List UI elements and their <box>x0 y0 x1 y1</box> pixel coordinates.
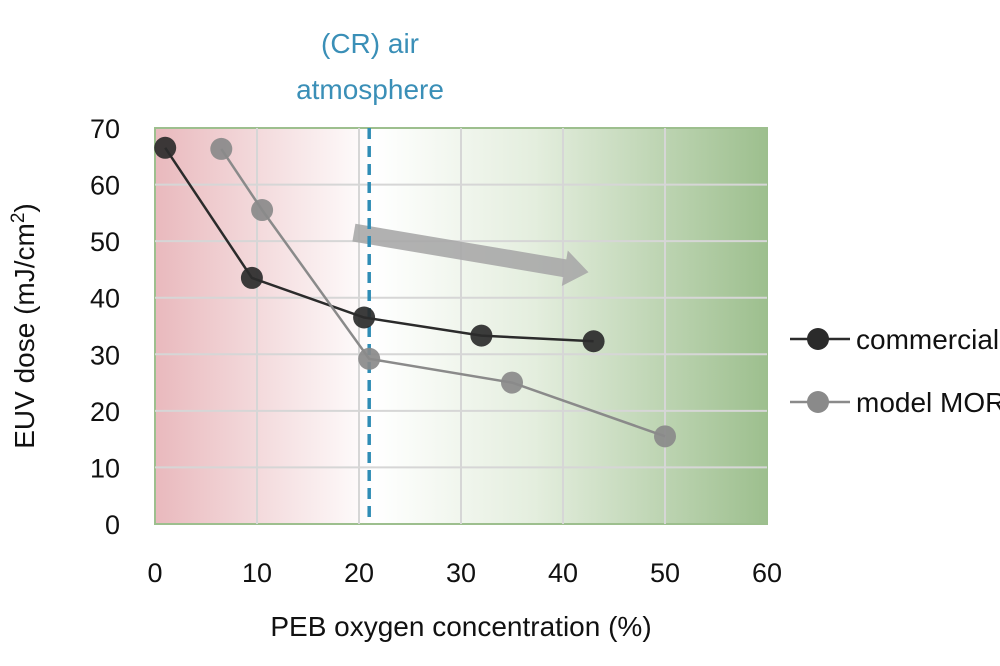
data-point <box>240 266 263 289</box>
y-tick-label: 50 <box>90 227 120 257</box>
y-tick-label: 40 <box>90 284 120 314</box>
x-tick-label: 30 <box>446 558 476 588</box>
trend-arrow-group <box>352 223 589 286</box>
legend: commercial model MOR <box>790 324 1000 418</box>
y-tick-label: 20 <box>90 397 120 427</box>
data-point <box>353 306 376 329</box>
series-2 <box>210 137 676 448</box>
x-tick-label: 20 <box>344 558 374 588</box>
y-tick-label: 0 <box>105 510 120 540</box>
data-point <box>154 136 177 159</box>
x-axis-title: PEB oxygen concentration (%) <box>270 611 651 642</box>
y-tick-label: 10 <box>90 453 120 483</box>
legend-marker <box>807 328 829 350</box>
data-point <box>501 371 523 394</box>
annotation-line-2: atmosphere <box>296 74 444 105</box>
legend-marker <box>807 391 829 413</box>
y-tick-label: 60 <box>90 171 120 201</box>
trend-arrow <box>352 223 589 286</box>
x-tick-label: 60 <box>752 558 782 588</box>
series-layer <box>154 136 676 448</box>
annotation-line-1: (CR) air <box>321 28 419 59</box>
data-point <box>210 137 233 160</box>
x-tick-label: 10 <box>242 558 272 588</box>
x-tick-label: 50 <box>650 558 680 588</box>
x-tick-label: 40 <box>548 558 578 588</box>
y-axis-title: EUV dose (mJ/cm2) <box>8 203 40 449</box>
x-tick-label: 0 <box>147 558 162 588</box>
y-tick-label: 70 <box>90 114 120 144</box>
y-tick-label: 30 <box>90 340 120 370</box>
data-point <box>470 324 493 347</box>
grid <box>155 128 767 524</box>
data-point <box>251 199 274 222</box>
legend-label: commercial <box>856 324 999 355</box>
tick-labels: 0 10 20 30 40 50 60 0 10 20 30 40 50 60 70 <box>90 114 782 588</box>
data-point <box>654 425 676 448</box>
series-1 <box>154 136 605 353</box>
data-point <box>358 347 381 370</box>
legend-label: model MOR <box>856 387 1000 418</box>
data-point <box>582 330 605 353</box>
